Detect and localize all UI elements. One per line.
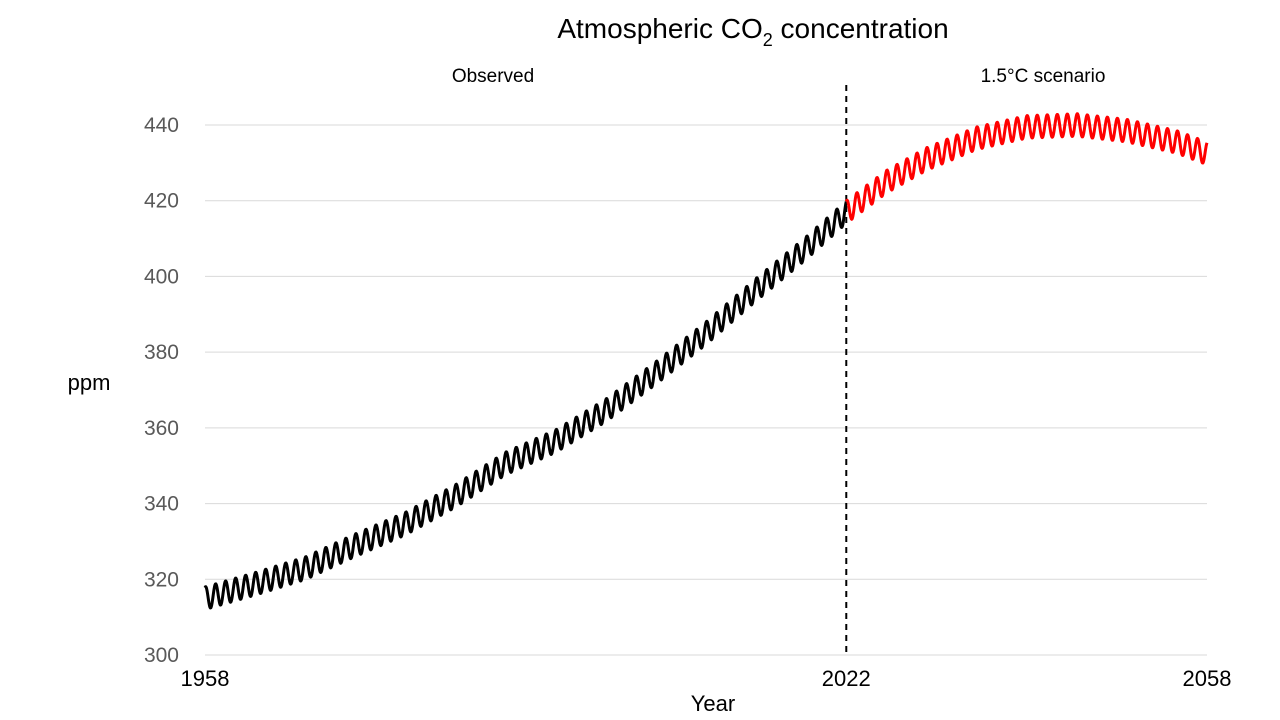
y-tick-labels: 300 320 340 360 380 400 420 440 (144, 114, 179, 667)
y-tick-380: 380 (144, 341, 179, 364)
gridlines (205, 124, 1207, 656)
series-lines (203, 112, 1209, 610)
x-tick-labels: 1958 2022 2058 (181, 666, 1232, 691)
x-axis-label: Year (691, 691, 735, 716)
y-axis-label: ppm (68, 370, 111, 395)
region-label-observed: Observed (452, 66, 534, 87)
y-tick-400: 400 (144, 265, 179, 288)
series-line-1 (844, 112, 1209, 221)
y-tick-440: 440 (144, 114, 179, 137)
y-tick-420: 420 (144, 190, 179, 213)
series-line-0 (203, 201, 848, 610)
y-tick-360: 360 (144, 417, 179, 440)
x-tick-2058: 2058 (1183, 666, 1232, 691)
region-label-scenario: 1.5°C scenario (981, 66, 1106, 87)
chart-title: Atmospheric CO2 concentration (557, 13, 948, 50)
y-tick-320: 320 (144, 568, 179, 591)
y-tick-340: 340 (144, 493, 179, 516)
x-tick-1958: 1958 (181, 666, 230, 691)
x-tick-2022: 2022 (822, 666, 871, 691)
y-tick-300: 300 (144, 644, 179, 667)
